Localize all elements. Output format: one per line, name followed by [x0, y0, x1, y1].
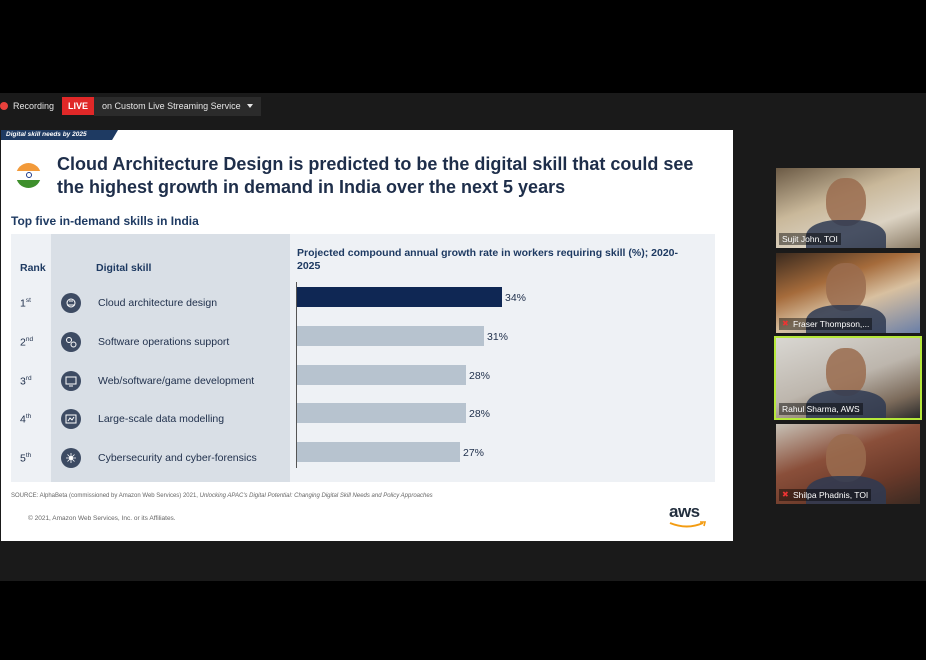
participant-name: Sujit John, TOI	[779, 233, 841, 245]
slide-subtitle: Top five in-demand skills in India	[11, 214, 199, 228]
shared-slide: Digital skill needs by 2025 Cloud Archit…	[1, 130, 733, 541]
skill-label: Large-scale data modelling	[98, 413, 225, 425]
bar-value-label: 31%	[487, 331, 509, 343]
rank-suffix: th	[25, 452, 32, 459]
streaming-service-dropdown[interactable]: on Custom Live Streaming Service	[94, 96, 261, 116]
rank-number: 4	[20, 413, 26, 426]
recording-label: Recording	[13, 101, 55, 111]
skill-label: Cloud architecture design	[98, 297, 218, 309]
rank-column: Rank	[11, 234, 51, 482]
rank-3: 3rd	[20, 375, 32, 388]
rank-5: 5th	[20, 452, 31, 465]
chart-screen-icon	[61, 409, 81, 429]
participant-video	[826, 263, 866, 311]
rank-number: 1	[20, 297, 26, 310]
growth-chart: Projected compound annual growth rate in…	[290, 234, 715, 482]
aws-logo: aws	[669, 502, 709, 530]
participant-name-text: Sujit John, TOI	[782, 234, 838, 244]
participant-tile[interactable]: ✖ Shilpa Phadnis, TOI	[776, 424, 920, 504]
monitor-code-icon	[61, 371, 81, 391]
bar-1	[297, 287, 502, 307]
chevron-down-icon	[246, 104, 253, 108]
bar-5	[297, 442, 460, 462]
participant-name: ✖ Fraser Thompson,...	[779, 318, 873, 330]
participant-name: ✖ Shilpa Phadnis, TOI	[779, 489, 872, 501]
participant-body	[806, 220, 886, 248]
chart-header: Projected compound annual growth rate in…	[297, 247, 678, 272]
india-flag-icon	[16, 163, 41, 188]
source-prefix: SOURCE: AlphaBeta (commissioned by Amazo…	[11, 493, 200, 499]
participant-video	[826, 178, 866, 226]
aws-smile-icon	[669, 521, 707, 528]
participant-name-text: Shilpa Phadnis, TOI	[793, 490, 869, 500]
cloud-design-icon	[61, 293, 81, 313]
rank-suffix: th	[25, 413, 32, 420]
streaming-service-label: on Custom Live Streaming Service	[102, 101, 241, 111]
recording-icon	[0, 102, 8, 110]
participant-name-text: Rahul Sharma, AWS	[782, 404, 860, 414]
chart-axis	[296, 282, 297, 468]
source-title: Unlocking APAC's Digital Potential: Chan…	[199, 493, 433, 499]
bar-value-label: 28%	[469, 370, 491, 382]
rank-suffix: st	[25, 297, 31, 304]
recording-bar: Recording LIVE on Custom Live Streaming …	[0, 96, 261, 116]
participant-video	[826, 434, 866, 482]
rank-4: 4th	[20, 413, 31, 426]
copyright: © 2021, Amazon Web Services, Inc. or its…	[28, 515, 176, 522]
aws-logo-text: aws	[669, 502, 700, 521]
gears-icon	[61, 332, 81, 352]
rank-suffix: rd	[25, 375, 32, 382]
mic-muted-icon: ✖	[782, 319, 789, 328]
rank-header: Rank	[20, 262, 46, 274]
participant-tile[interactable]: Sujit John, TOI	[776, 168, 920, 248]
rank-suffix: nd	[25, 336, 34, 343]
rank-2: 2nd	[20, 336, 33, 349]
bar-value-label: 34%	[505, 292, 527, 304]
skill-label: Software operations support	[98, 336, 230, 348]
bar-value-label: 27%	[463, 447, 485, 459]
participant-body	[806, 476, 886, 504]
source-note: SOURCE: AlphaBeta (commissioned by Amazo…	[11, 493, 433, 499]
bar-4	[297, 403, 466, 423]
skill-column: Digital skill	[51, 234, 290, 482]
participant-tile[interactable]: Rahul Sharma, AWS	[774, 336, 922, 420]
bar-2	[297, 326, 484, 346]
skill-label: Cybersecurity and cyber-forensics	[98, 452, 257, 464]
participant-name-text: Fraser Thompson,...	[793, 319, 870, 329]
rank-number: 3	[20, 375, 26, 388]
skill-label: Web/software/game development	[98, 375, 255, 387]
rank-number: 2	[20, 336, 26, 349]
slide-title: Cloud Architecture Design is predicted t…	[57, 154, 694, 197]
participant-video	[826, 348, 866, 396]
participant-body	[806, 305, 886, 333]
rank-1: 1st	[20, 297, 31, 310]
live-badge: LIVE	[62, 97, 95, 115]
mic-muted-icon: ✖	[782, 490, 789, 499]
participant-name: Rahul Sharma, AWS	[779, 403, 863, 415]
shield-network-icon	[61, 448, 81, 468]
participant-tile[interactable]: ✖ Fraser Thompson,...	[776, 253, 920, 333]
participant-body	[806, 390, 886, 418]
skill-header: Digital skill	[96, 262, 152, 274]
bar-value-label: 28%	[469, 408, 491, 420]
slide-tag: Digital skill needs by 2025	[1, 130, 118, 140]
bar-3	[297, 365, 466, 385]
rank-number: 5	[20, 452, 26, 465]
skills-panel: Rank Digital skill Projected compound an…	[11, 234, 715, 482]
